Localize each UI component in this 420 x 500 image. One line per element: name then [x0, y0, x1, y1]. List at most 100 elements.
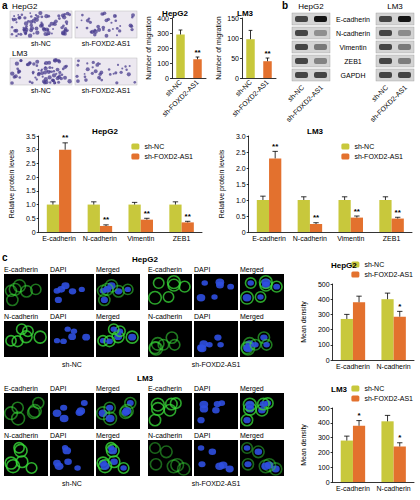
svg-text:100: 100 [157, 60, 169, 67]
svg-text:sh-FOXD2-AS1: sh-FOXD2-AS1 [82, 87, 131, 94]
svg-text:sh-NC: sh-NC [364, 261, 384, 268]
svg-text:400: 400 [318, 419, 330, 426]
svg-text:100: 100 [318, 464, 330, 471]
svg-text:Merged: Merged [96, 266, 120, 274]
svg-text:N-cadherin: N-cadherin [148, 432, 182, 439]
svg-text:3.5: 3.5 [26, 133, 36, 140]
svg-text:ZEB1: ZEB1 [344, 58, 362, 65]
svg-text:Relative protein levels: Relative protein levels [8, 149, 16, 218]
svg-text:sh-FOXD2-AS1: sh-FOXD2-AS1 [231, 78, 270, 117]
svg-text:sh-FOXD2-AS1: sh-FOXD2-AS1 [354, 153, 403, 160]
svg-text:E-cadherin: E-cadherin [4, 385, 38, 392]
svg-text:Number of migration: Number of migration [215, 16, 223, 80]
svg-text:E-cadherin: E-cadherin [252, 235, 286, 242]
svg-text:2.0: 2.0 [26, 174, 36, 181]
svg-text:N-cadherin: N-cadherin [377, 485, 411, 492]
svg-text:3.0: 3.0 [236, 133, 246, 140]
svg-text:**: ** [395, 208, 402, 217]
svg-text:sh-FOXD2-AS1: sh-FOXD2-AS1 [364, 395, 413, 402]
svg-text:**: ** [354, 207, 361, 216]
svg-text:500: 500 [318, 405, 330, 412]
svg-text:b: b [282, 0, 288, 11]
svg-text:E-cadherin: E-cadherin [148, 385, 182, 392]
svg-text:DAPI: DAPI [194, 385, 210, 392]
svg-text:0.5: 0.5 [236, 213, 246, 220]
svg-text:2.5: 2.5 [26, 160, 36, 167]
svg-text:E-cadherin: E-cadherin [336, 16, 370, 23]
svg-text:ZEB1: ZEB1 [173, 235, 191, 242]
svg-text:Vimentin: Vimentin [337, 235, 364, 242]
svg-text:Mean density: Mean density [300, 424, 308, 466]
svg-text:N-cadherin: N-cadherin [336, 30, 370, 37]
svg-text:**: ** [272, 142, 279, 151]
svg-text:HepG2: HepG2 [298, 2, 324, 11]
svg-text:sh-FOXD2-AS1: sh-FOXD2-AS1 [144, 153, 193, 160]
svg-text:HepG2: HepG2 [12, 2, 38, 11]
svg-text:0.5: 0.5 [26, 215, 36, 222]
svg-text:**: ** [103, 215, 110, 224]
svg-text:E-cadherin: E-cadherin [148, 266, 182, 273]
svg-text:ZEB1: ZEB1 [383, 235, 401, 242]
svg-text:200: 200 [318, 449, 330, 456]
svg-text:LM3: LM3 [387, 2, 403, 11]
svg-text:DAPI: DAPI [194, 266, 210, 273]
svg-text:Merged: Merged [96, 313, 120, 321]
svg-text:HepG2: HepG2 [162, 9, 188, 18]
svg-text:sh-NC: sh-NC [364, 385, 384, 392]
svg-text:**: ** [144, 209, 151, 218]
svg-text:sh-FOXD2-AS1: sh-FOXD2-AS1 [364, 271, 413, 278]
svg-text:1.5: 1.5 [26, 187, 36, 194]
svg-text:Mean density: Mean density [300, 301, 308, 343]
svg-text:N-cadherin: N-cadherin [83, 235, 117, 242]
svg-text:Merged: Merged [240, 385, 264, 393]
svg-text:**: ** [313, 213, 320, 222]
svg-text:DAPI: DAPI [194, 432, 210, 439]
svg-text:*: * [398, 302, 402, 311]
svg-text:HepG2: HepG2 [132, 255, 158, 264]
svg-text:1.5: 1.5 [236, 181, 246, 188]
svg-text:**: ** [62, 133, 69, 142]
svg-text:E-cadherin: E-cadherin [4, 266, 38, 273]
svg-text:*: * [357, 411, 361, 420]
svg-text:sh-NC: sh-NC [354, 143, 374, 150]
svg-text:100: 100 [318, 341, 330, 348]
svg-text:LM3: LM3 [331, 385, 348, 394]
svg-text:sh-FOXD2-AS1: sh-FOXD2-AS1 [285, 84, 324, 123]
svg-text:LM3: LM3 [137, 374, 154, 383]
svg-text:0: 0 [326, 479, 330, 486]
svg-text:DAPI: DAPI [50, 266, 66, 273]
svg-text:E-cadherin: E-cadherin [42, 235, 76, 242]
svg-text:LM3: LM3 [307, 127, 324, 136]
svg-text:*: * [398, 433, 402, 442]
svg-text:0: 0 [32, 229, 36, 236]
svg-text:0: 0 [165, 75, 169, 82]
svg-text:Vimentin: Vimentin [339, 44, 366, 51]
svg-text:N-cadherin: N-cadherin [148, 313, 182, 320]
svg-text:300: 300 [157, 30, 169, 37]
svg-text:a: a [2, 0, 8, 11]
svg-text:N-cadherin: N-cadherin [4, 432, 38, 439]
svg-text:100: 100 [227, 35, 239, 42]
svg-text:LM3: LM3 [237, 9, 254, 18]
svg-text:400: 400 [318, 296, 330, 303]
svg-text:0: 0 [326, 357, 330, 364]
svg-text:300: 300 [318, 311, 330, 318]
svg-text:Number of migration: Number of migration [145, 16, 153, 80]
svg-text:Vimentin: Vimentin [127, 235, 154, 242]
svg-text:sh-NC: sh-NC [62, 361, 82, 368]
svg-text:0: 0 [242, 229, 246, 236]
svg-text:2.5: 2.5 [236, 149, 246, 156]
svg-text:E-cadherin: E-cadherin [336, 485, 370, 492]
svg-text:Relative protein levels: Relative protein levels [218, 149, 226, 218]
svg-text:300: 300 [318, 434, 330, 441]
svg-text:sh-FOXD2-AS1: sh-FOXD2-AS1 [369, 84, 408, 123]
svg-text:200: 200 [318, 326, 330, 333]
svg-text:sh-NC: sh-NC [144, 143, 164, 150]
svg-text:**: ** [185, 212, 192, 221]
svg-text:DAPI: DAPI [194, 313, 210, 320]
svg-text:2.0: 2.0 [236, 165, 246, 172]
svg-text:sh-FOXD2-AS1: sh-FOXD2-AS1 [161, 78, 200, 117]
svg-text:sh-FOXD2-AS1: sh-FOXD2-AS1 [82, 40, 131, 47]
svg-text:sh-NC: sh-NC [62, 480, 82, 487]
svg-text:sh-NC: sh-NC [31, 87, 51, 94]
